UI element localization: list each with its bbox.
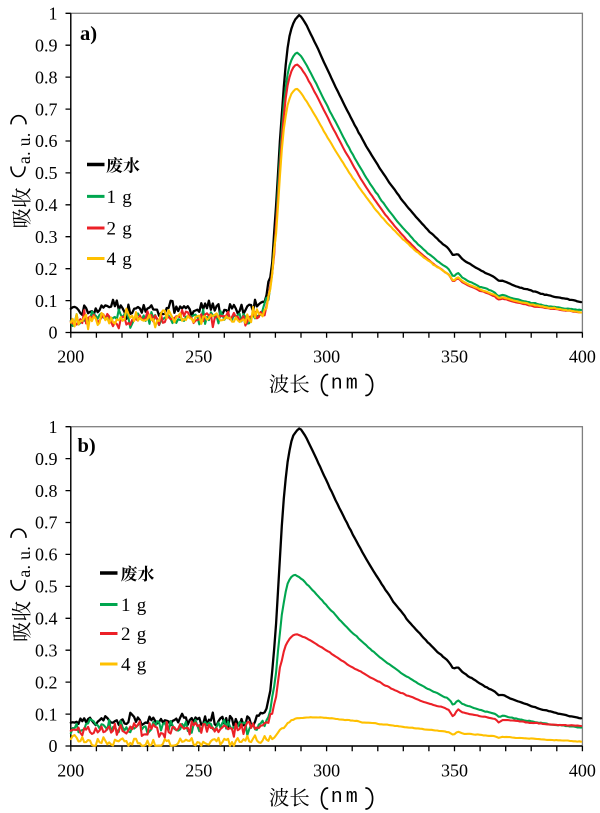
svg-text:200: 200 [57,347,84,367]
svg-text:200: 200 [57,761,84,781]
svg-text:0.1: 0.1 [35,291,58,311]
svg-text:0.7: 0.7 [35,99,58,119]
svg-text:350: 350 [441,347,468,367]
svg-text:1: 1 [49,4,58,24]
svg-text:4 g: 4 g [107,249,133,270]
svg-text:0.2: 0.2 [35,672,58,692]
svg-text:250: 250 [185,761,212,781]
svg-text:0.1: 0.1 [35,704,58,724]
svg-text:nm: nm [331,786,361,809]
svg-text:400: 400 [569,347,596,367]
svg-text:0: 0 [49,323,58,343]
svg-text:2 g: 2 g [121,624,147,645]
svg-text:a): a) [80,23,97,45]
svg-text:1: 1 [49,417,58,437]
svg-text:0.5: 0.5 [35,577,58,597]
svg-text:0.9: 0.9 [35,35,58,55]
svg-text:0.4: 0.4 [35,609,58,629]
svg-text:0.7: 0.7 [35,513,58,533]
svg-text:250: 250 [185,347,212,367]
svg-text:0.3: 0.3 [35,227,58,247]
svg-text:0.3: 0.3 [35,640,58,660]
svg-text:1 g: 1 g [121,595,147,616]
svg-text:b): b) [78,435,96,457]
svg-text:0.6: 0.6 [35,131,58,151]
svg-text:nm: nm [331,373,361,396]
svg-text:0: 0 [49,736,58,756]
svg-text:300: 300 [313,761,340,781]
svg-text:0.8: 0.8 [35,481,58,501]
svg-text:350: 350 [441,761,468,781]
svg-text:400: 400 [569,761,596,781]
svg-text:4 g: 4 g [121,655,147,676]
svg-text:0.6: 0.6 [35,545,58,565]
svg-text:a. u.: a. u. [14,546,34,578]
svg-text:0.8: 0.8 [35,67,58,87]
svg-text:0.4: 0.4 [35,195,58,215]
svg-text:a. u.: a. u. [14,132,34,164]
svg-text:0.9: 0.9 [35,449,58,469]
svg-text:2 g: 2 g [107,219,133,240]
svg-text:0.2: 0.2 [35,259,58,279]
svg-text:300: 300 [313,347,340,367]
svg-text:0.5: 0.5 [35,163,58,183]
svg-text:1 g: 1 g [107,187,133,208]
